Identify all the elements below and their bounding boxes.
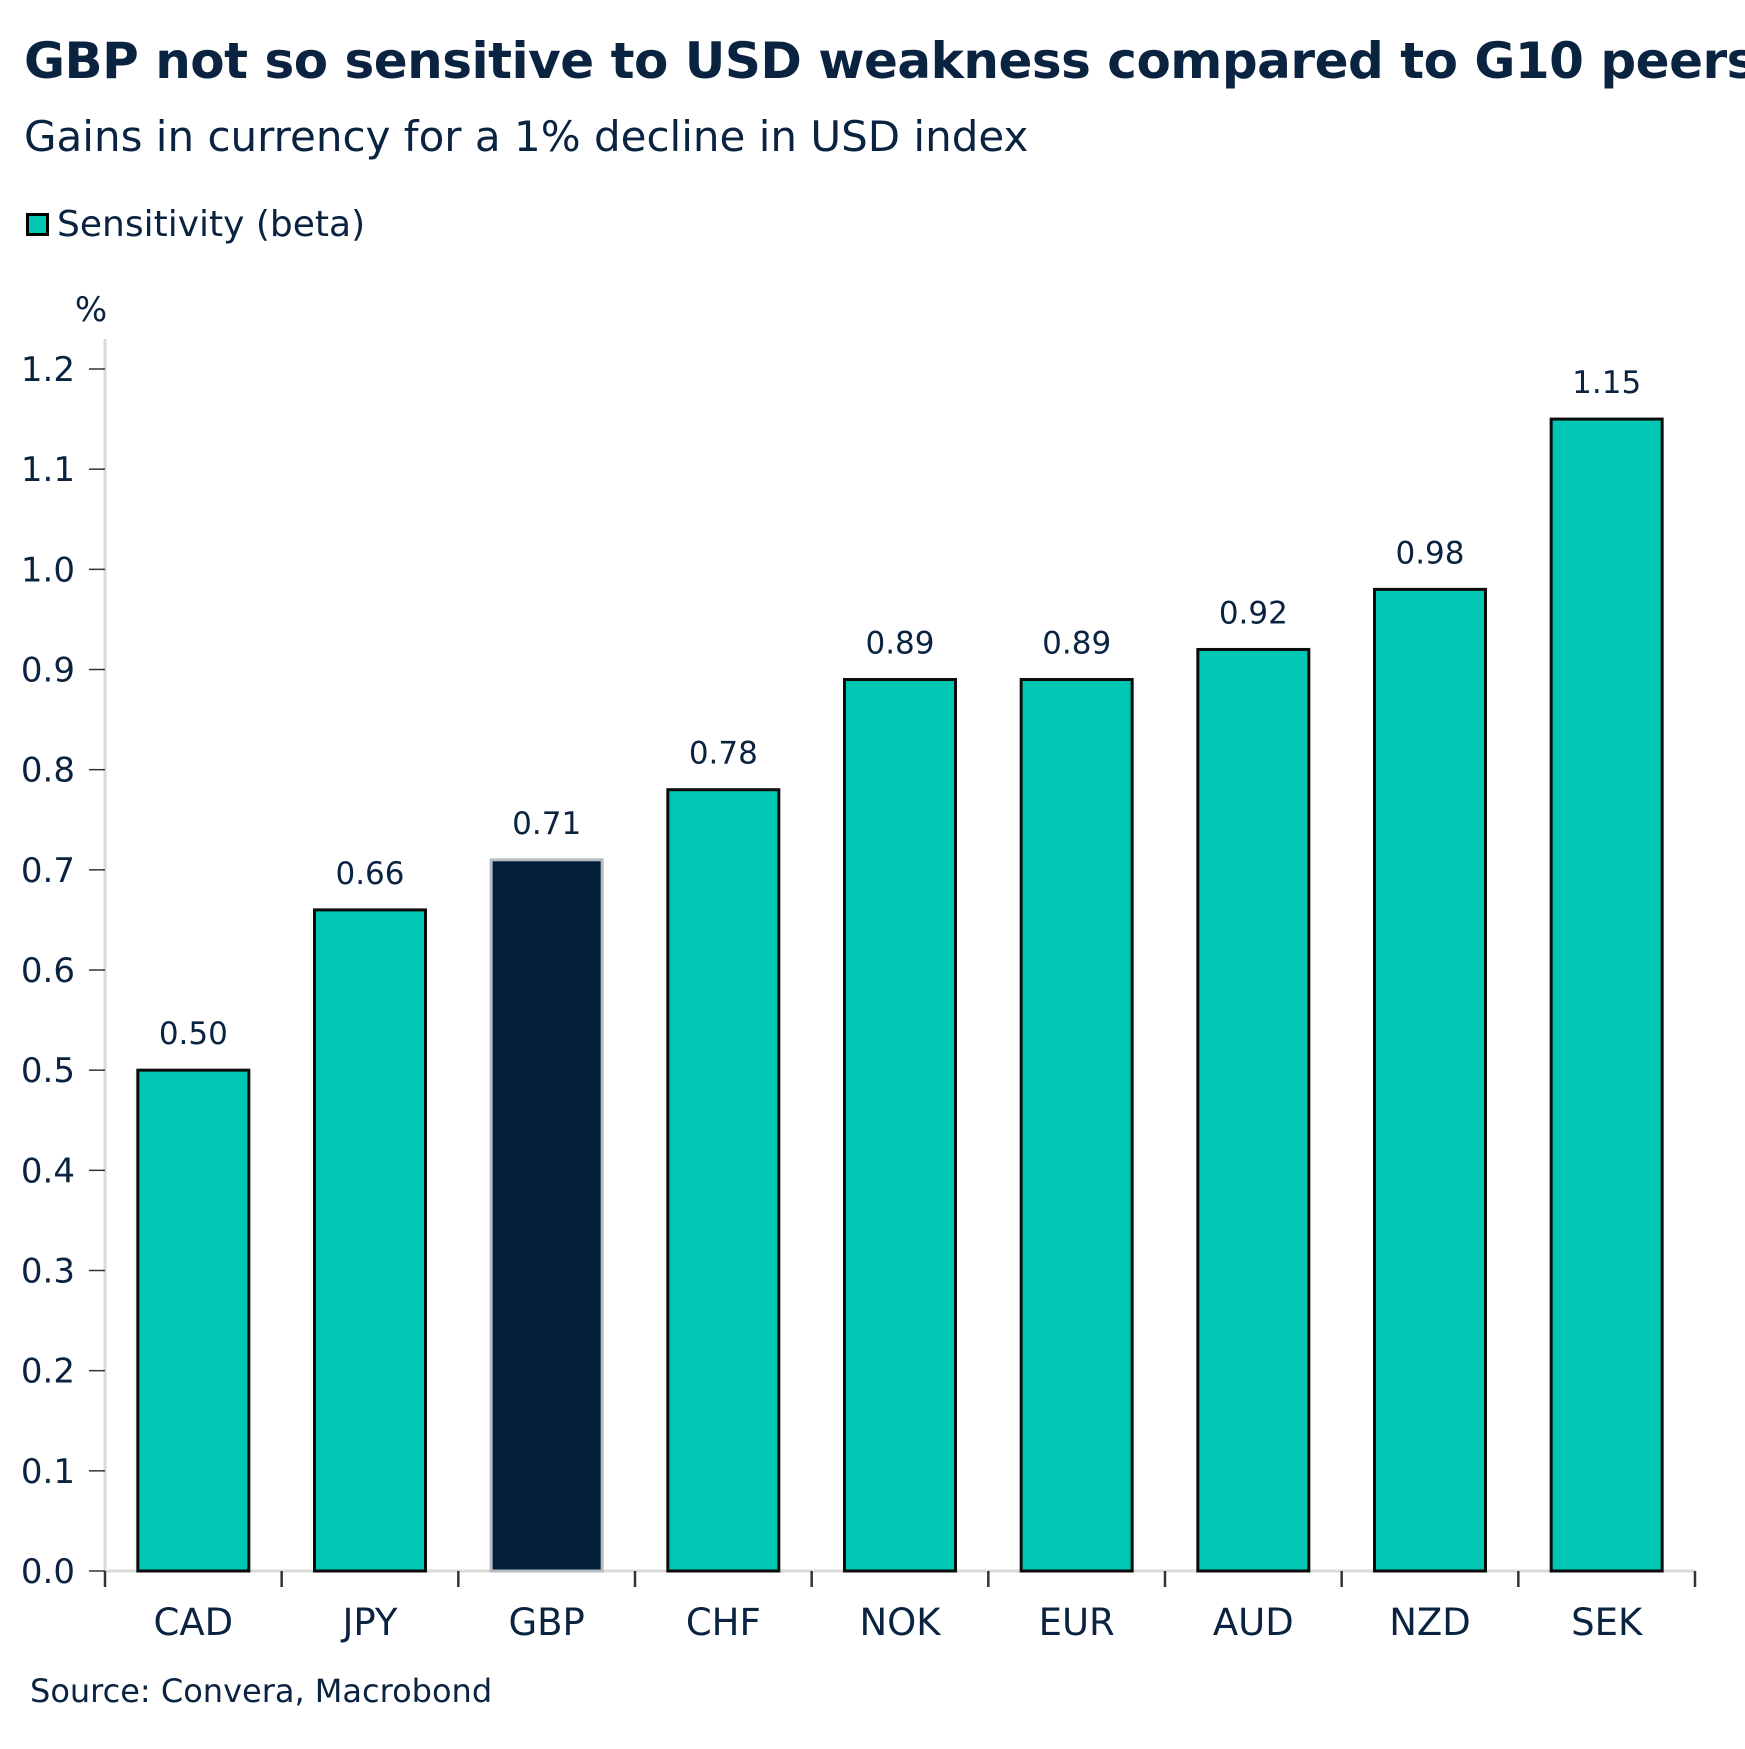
data-label: 0.98: [1395, 535, 1464, 571]
y-tick-label: 0.8: [21, 751, 75, 791]
x-tick-label: JPY: [340, 1601, 397, 1644]
y-tick-label: 0.3: [21, 1252, 75, 1292]
bar-aud: [1196, 647, 1311, 1573]
y-tick-label: 0.5: [21, 1051, 75, 1091]
bar-eur: [1019, 678, 1134, 1573]
bar-nzd: [1373, 587, 1487, 1573]
bar-cad: [136, 1068, 251, 1573]
x-tick-label: EUR: [1039, 1601, 1115, 1644]
data-label: 0.78: [689, 736, 758, 772]
y-tick-label: 0.9: [21, 651, 75, 691]
y-tick-label: 0.1: [21, 1452, 75, 1492]
chart-subtitle: Gains in currency for a 1% decline in US…: [24, 112, 1029, 161]
y-tick-label: 1.0: [21, 550, 75, 590]
bar-gbp: [489, 858, 604, 1573]
data-label: 0.89: [1042, 626, 1111, 662]
x-tick-label: GBP: [508, 1601, 584, 1644]
y-axis-unit: %: [75, 290, 107, 330]
chart-title: GBP not so sensitive to USD weakness com…: [24, 32, 1745, 90]
data-label: 0.50: [159, 1016, 228, 1052]
y-tick-label: 0.4: [21, 1151, 75, 1191]
y-tick-label: 0.6: [21, 951, 75, 991]
x-tick-label: NZD: [1389, 1601, 1471, 1644]
x-tick-label: AUD: [1213, 1601, 1294, 1644]
data-label: 0.92: [1219, 595, 1288, 631]
legend-label: Sensitivity (beta): [57, 204, 366, 245]
bar-chf: [666, 788, 781, 1573]
x-tick-label: CHF: [686, 1601, 761, 1644]
bar-sek: [1549, 417, 1664, 1573]
legend-swatch: [26, 213, 49, 236]
bar-jpy: [313, 908, 427, 1573]
y-tick-label: 1.2: [21, 350, 75, 390]
data-label: 0.66: [335, 856, 404, 892]
source-note: Source: Convera, Macrobond: [30, 1672, 493, 1710]
y-tick-label: 0.0: [21, 1552, 75, 1592]
y-tick-label: 1.1: [21, 450, 75, 490]
y-tick-label: 0.2: [21, 1352, 75, 1392]
data-label: 0.89: [865, 626, 934, 662]
data-label: 1.15: [1572, 365, 1641, 401]
data-label: 0.71: [512, 806, 581, 842]
x-tick-label: SEK: [1571, 1601, 1644, 1644]
bar-nok: [843, 678, 957, 1573]
x-tick-label: CAD: [154, 1601, 234, 1644]
legend: Sensitivity (beta): [26, 204, 365, 245]
x-tick-label: NOK: [859, 1601, 942, 1644]
y-tick-label: 0.7: [21, 851, 75, 891]
